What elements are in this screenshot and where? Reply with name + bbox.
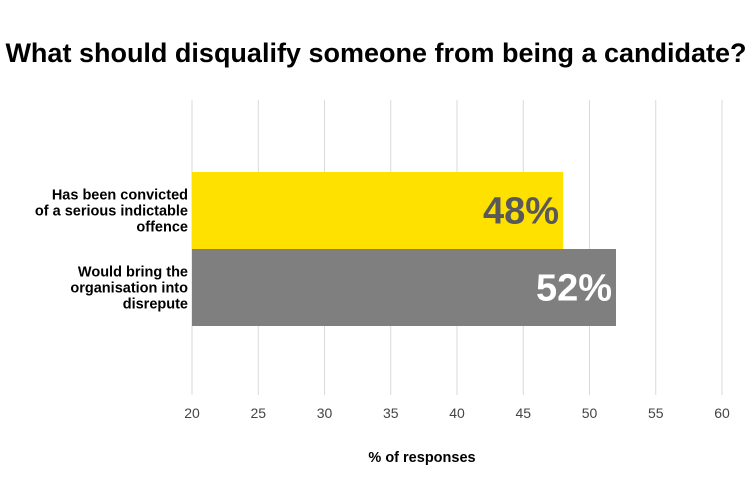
x-tick-label: 25 (250, 405, 266, 421)
x-axis-ticks: 20 25 30 35 40 45 50 55 60 (184, 405, 730, 421)
bar (192, 249, 616, 326)
category-label: Would bring the (78, 265, 188, 281)
category-label: Has been convicted (52, 188, 188, 204)
chart-title: What should disqualify someone from bein… (5, 38, 747, 68)
category-label: disrepute (123, 297, 188, 313)
bar (192, 172, 563, 249)
x-tick-label: 45 (515, 405, 531, 421)
x-tick-label: 55 (648, 405, 664, 421)
x-tick-label: 20 (184, 405, 200, 421)
bar-data-label: 52% (536, 268, 612, 310)
category-label: organisation into (70, 281, 188, 297)
x-axis-title: % of responses (368, 450, 475, 466)
x-tick-label: 60 (714, 405, 730, 421)
x-tick-label: 40 (449, 405, 465, 421)
x-tick-label: 30 (317, 405, 333, 421)
x-tick-label: 35 (383, 405, 399, 421)
category-label: offence (136, 220, 188, 236)
bar-data-label: 48% (483, 191, 559, 233)
category-label: of a serious indictable (35, 204, 188, 220)
bars: 48% 52% (192, 172, 616, 326)
x-tick-label: 50 (582, 405, 598, 421)
